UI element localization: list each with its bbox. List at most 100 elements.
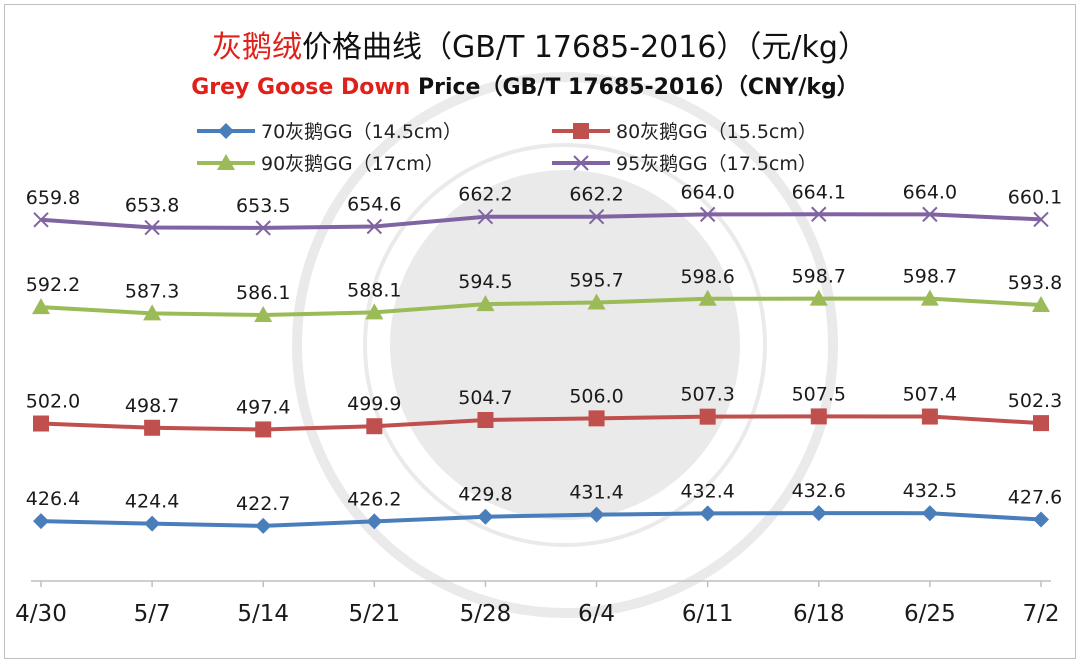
data-label: 506.0 — [569, 385, 623, 407]
data-label: 432.4 — [680, 480, 734, 502]
x-tick-label: 6/18 — [793, 601, 845, 627]
data-point — [1033, 415, 1049, 432]
data-label: 498.7 — [125, 395, 179, 417]
data-label: 499.9 — [347, 393, 401, 415]
data-label: 659.8 — [26, 187, 80, 209]
data-label: 664.0 — [680, 181, 734, 203]
legend-item: 80灰鹅GG（15.5cm） — [552, 121, 817, 143]
chart-subtitle-part: Grey Goose Down — [191, 75, 410, 100]
data-label: 429.8 — [458, 484, 512, 506]
series-line — [40, 414, 1042, 432]
data-point — [144, 219, 160, 236]
data-label: 427.6 — [1008, 487, 1062, 509]
data-label: 586.1 — [236, 282, 290, 304]
data-point — [144, 419, 161, 436]
data-label: 594.5 — [458, 271, 512, 293]
series-layer: 426.4 424.4 422.7 426.2 429.8 431.4 432.4 432.6… — [26, 181, 1062, 534]
data-point — [922, 206, 938, 223]
data-point — [477, 508, 494, 525]
series-line — [40, 296, 1042, 317]
data-point — [366, 418, 383, 435]
data-label: 598.7 — [792, 266, 846, 288]
data-label: 507.5 — [792, 383, 846, 405]
chart-subtitle: Grey Goose Down Price（GB/T 17685-2016）（C… — [191, 75, 859, 100]
data-label: 664.0 — [903, 181, 957, 203]
series-line — [40, 212, 1042, 230]
x-tick-label: 4/30 — [15, 601, 67, 627]
legend-label: 80灰鹅GG（15.5cm） — [616, 121, 817, 143]
data-point — [366, 218, 383, 235]
x-tick-label: 5/7 — [134, 601, 171, 627]
legend-item: 90灰鹅GG（17cm） — [197, 153, 444, 175]
data-point — [588, 506, 605, 523]
data-label: 432.6 — [792, 480, 846, 502]
data-label: 653.8 — [125, 195, 179, 217]
series: 502.0 498.7 497.4 499.9 504.7 506.0 507.3 507.5… — [26, 383, 1062, 438]
chart-title-part: 价格曲线（GB/T 17685-2016）（元/kg） — [302, 30, 868, 65]
data-point — [587, 293, 606, 310]
legend-item: 70灰鹅GG（14.5cm） — [197, 121, 462, 143]
data-point — [477, 412, 494, 429]
data-label: 654.6 — [347, 194, 401, 216]
data-point — [809, 289, 828, 306]
data-point — [33, 415, 49, 432]
legend-label: 95灰鹅GG（17.5cm） — [616, 153, 817, 175]
legend-marker — [573, 123, 589, 139]
data-point — [143, 304, 162, 321]
data-label: 426.2 — [347, 488, 401, 510]
data-point — [699, 206, 716, 223]
data-point — [365, 303, 384, 320]
data-label: 593.8 — [1008, 272, 1062, 294]
data-point — [144, 515, 161, 532]
x-axis-ticks — [40, 581, 1042, 587]
x-axis-labels: 4/30 5/7 5/14 5/21 5/28 6/4 6/11 6/18 6/25 7/2 — [15, 601, 1059, 627]
data-point — [920, 289, 939, 306]
data-point — [588, 208, 605, 225]
data-label: 660.1 — [1008, 186, 1062, 208]
data-label: 598.7 — [903, 266, 957, 288]
data-label: 431.4 — [569, 482, 623, 504]
data-label: 502.3 — [1008, 390, 1062, 412]
data-label: 662.2 — [458, 184, 512, 206]
data-point — [698, 289, 717, 306]
data-point — [255, 421, 272, 438]
data-label: 507.3 — [680, 384, 734, 406]
series: 659.8 653.8 653.5 654.6 662.2 662.2 664.0 664.1… — [26, 181, 1062, 236]
data-point — [255, 220, 271, 236]
data-point — [1033, 511, 1049, 528]
x-tick-label: 5/21 — [349, 601, 401, 627]
legend-label: 90灰鹅GG（17cm） — [261, 153, 444, 175]
chart-title-part: 灰鹅绒 — [212, 30, 302, 65]
line-chart: 灰鹅绒价格曲线（GB/T 17685-2016）（元/kg） Grey Goose… — [15, 30, 1062, 627]
x-tick-label: 6/11 — [682, 601, 734, 627]
watermark-logo — [292, 72, 838, 618]
chart-title: 灰鹅绒价格曲线（GB/T 17685-2016）（元/kg） — [212, 30, 868, 65]
data-label: 422.7 — [236, 493, 290, 515]
data-point — [921, 505, 938, 522]
x-tick-label: 6/25 — [904, 601, 956, 627]
data-point — [588, 410, 605, 427]
data-label: 598.6 — [680, 266, 734, 288]
data-point — [476, 295, 495, 312]
data-point — [810, 505, 827, 522]
data-point — [921, 408, 938, 425]
data-label: 424.4 — [125, 491, 179, 513]
data-point — [477, 208, 494, 225]
data-point — [1032, 296, 1050, 313]
data-point — [810, 408, 827, 425]
legend-item: 95灰鹅GG（17.5cm） — [552, 153, 817, 175]
data-label: 432.5 — [903, 480, 957, 502]
chart-titles: 灰鹅绒价格曲线（GB/T 17685-2016）（元/kg） Grey Goose… — [191, 30, 868, 100]
data-point — [255, 517, 272, 534]
legend-marker — [218, 123, 234, 139]
data-point — [254, 305, 273, 322]
series-line — [40, 511, 1042, 528]
x-tick-label: 7/2 — [1022, 601, 1059, 627]
chart-frame: 灰鹅绒价格曲线（GB/T 17685-2016）（元/kg） Grey Goose… — [4, 4, 1076, 659]
data-label: 595.7 — [569, 270, 623, 292]
data-point — [366, 513, 383, 530]
data-point — [811, 206, 827, 222]
data-point — [699, 408, 716, 425]
series: 426.4 424.4 422.7 426.2 429.8 431.4 432.4 432.6… — [26, 480, 1062, 534]
data-label: 653.5 — [236, 195, 290, 217]
